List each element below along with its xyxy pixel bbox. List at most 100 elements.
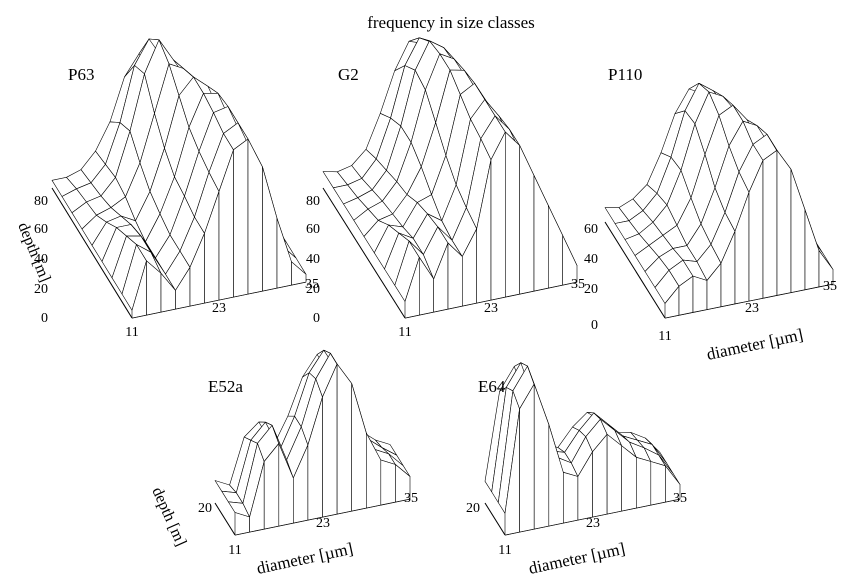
surface-cell bbox=[673, 245, 697, 262]
surface-cell bbox=[556, 457, 578, 477]
surface-cell bbox=[388, 453, 410, 477]
surface-cell bbox=[683, 260, 707, 281]
surface-front-edge bbox=[776, 150, 792, 296]
x-tick-label-e64-11: 11 bbox=[498, 543, 511, 558]
surface-cell bbox=[506, 362, 528, 391]
x-tick-label-e52a-35: 35 bbox=[404, 491, 418, 506]
surface-cell bbox=[194, 172, 219, 234]
surface-cell bbox=[244, 422, 266, 441]
surface-cell bbox=[111, 196, 136, 221]
surface-cell bbox=[374, 449, 396, 465]
surface-front-edge bbox=[762, 150, 778, 299]
surface-cell bbox=[294, 372, 316, 427]
surface-cell bbox=[413, 213, 438, 255]
surface-cell bbox=[466, 138, 491, 229]
x-tick-label-g2-23: 23 bbox=[484, 301, 498, 316]
y-tick-label-g2-20: 20 bbox=[306, 282, 320, 297]
panel-title-e64: E64 bbox=[478, 377, 506, 396]
surface-cell bbox=[441, 184, 467, 241]
surface-cell bbox=[687, 223, 711, 262]
surface-cell bbox=[485, 387, 507, 492]
surface-front-edge bbox=[635, 456, 652, 509]
surface-cell bbox=[92, 222, 117, 262]
surface-cell bbox=[643, 193, 667, 223]
surface-cell bbox=[697, 244, 721, 281]
y-tick-label-p63-80: 80 bbox=[34, 194, 48, 209]
surface-cell bbox=[174, 127, 199, 197]
y-tick-label-g2-60: 60 bbox=[306, 222, 320, 237]
surface-cell bbox=[637, 440, 659, 456]
x-tick-label-p110-23: 23 bbox=[745, 301, 759, 316]
y-axis-line bbox=[214, 502, 236, 536]
surface-cell bbox=[715, 145, 739, 213]
surface-cell bbox=[629, 442, 651, 462]
surface-cell bbox=[435, 70, 461, 156]
surface-cell bbox=[655, 270, 679, 304]
surface-cell bbox=[215, 480, 237, 493]
y-tick-label-g2-0: 0 bbox=[313, 311, 320, 326]
surface-cell bbox=[404, 37, 430, 71]
x-tick-label-e52a-23: 23 bbox=[316, 516, 330, 531]
surface-cell bbox=[228, 501, 250, 517]
surface-cell bbox=[366, 113, 391, 159]
surface-cell bbox=[159, 39, 184, 69]
surface-cell bbox=[630, 432, 653, 445]
surface-cell bbox=[95, 121, 120, 165]
y-tick-label-p63-0: 0 bbox=[41, 311, 48, 326]
surface-cell bbox=[105, 122, 130, 178]
surface-cell bbox=[512, 366, 535, 409]
surface-front-edge bbox=[818, 250, 834, 288]
figure-title: frequency in size classes bbox=[367, 13, 535, 32]
surface-cell bbox=[169, 63, 194, 96]
surface-cell bbox=[415, 40, 440, 90]
surface-cell bbox=[439, 53, 465, 71]
surface-cell bbox=[82, 215, 107, 246]
surface-cell bbox=[145, 213, 170, 258]
surface-cell bbox=[164, 95, 189, 177]
surface-cell bbox=[62, 188, 87, 213]
surface-cell bbox=[701, 187, 725, 245]
x-tick-label-p110-35: 35 bbox=[823, 279, 837, 294]
surface-cell bbox=[367, 438, 389, 454]
surface-cell bbox=[160, 176, 185, 235]
surface-front-edge bbox=[247, 138, 263, 295]
surface-cell bbox=[351, 149, 377, 179]
surface-cell bbox=[135, 191, 160, 242]
y-tick-label-e52a-20: 20 bbox=[198, 501, 212, 516]
surface-cell bbox=[301, 378, 323, 445]
surface-cell bbox=[91, 164, 116, 196]
surface-cell bbox=[121, 216, 146, 242]
surface-front-edge bbox=[650, 461, 666, 506]
surface-cell bbox=[170, 196, 195, 251]
surface-cell bbox=[372, 170, 397, 202]
panel-p63: P63 80 60 40 20 0 11 23 35 depth [m] bbox=[14, 38, 319, 340]
surface-cell bbox=[392, 194, 418, 227]
surface-cell bbox=[250, 422, 273, 444]
x-tick-label-p63-11: 11 bbox=[125, 325, 138, 340]
surface-cell bbox=[657, 157, 681, 205]
panel-title-p63: P63 bbox=[68, 65, 94, 84]
panel-e64: E64 20 11 23 35 diameter [µm] bbox=[466, 362, 687, 578]
surface-cell bbox=[236, 440, 258, 504]
surface-cell bbox=[691, 154, 715, 224]
surface-cell bbox=[452, 207, 477, 257]
surface-cell bbox=[572, 412, 594, 431]
surface-front-edge bbox=[562, 235, 578, 286]
surface-cell bbox=[122, 244, 147, 311]
surface-cell bbox=[209, 133, 234, 192]
surface-cell bbox=[681, 123, 705, 198]
surface-cell bbox=[615, 430, 637, 458]
y-tick-label-p110-20: 20 bbox=[584, 282, 598, 297]
surface-cell bbox=[653, 204, 677, 236]
surface-front-edge bbox=[665, 465, 681, 503]
surface-cell bbox=[154, 63, 179, 149]
y-tick-label-p110-40: 40 bbox=[584, 252, 598, 267]
panel-title-g2: G2 bbox=[338, 65, 359, 84]
surface-cell bbox=[429, 40, 455, 59]
panel-title-e52a: E52a bbox=[208, 377, 243, 396]
y-tick-label-p110-60: 60 bbox=[584, 222, 598, 237]
surface-cell bbox=[257, 425, 279, 462]
x-tick-label-p63-35: 35 bbox=[305, 277, 319, 292]
surface-mesh-g2 bbox=[322, 37, 578, 319]
surface-cell bbox=[498, 390, 520, 514]
